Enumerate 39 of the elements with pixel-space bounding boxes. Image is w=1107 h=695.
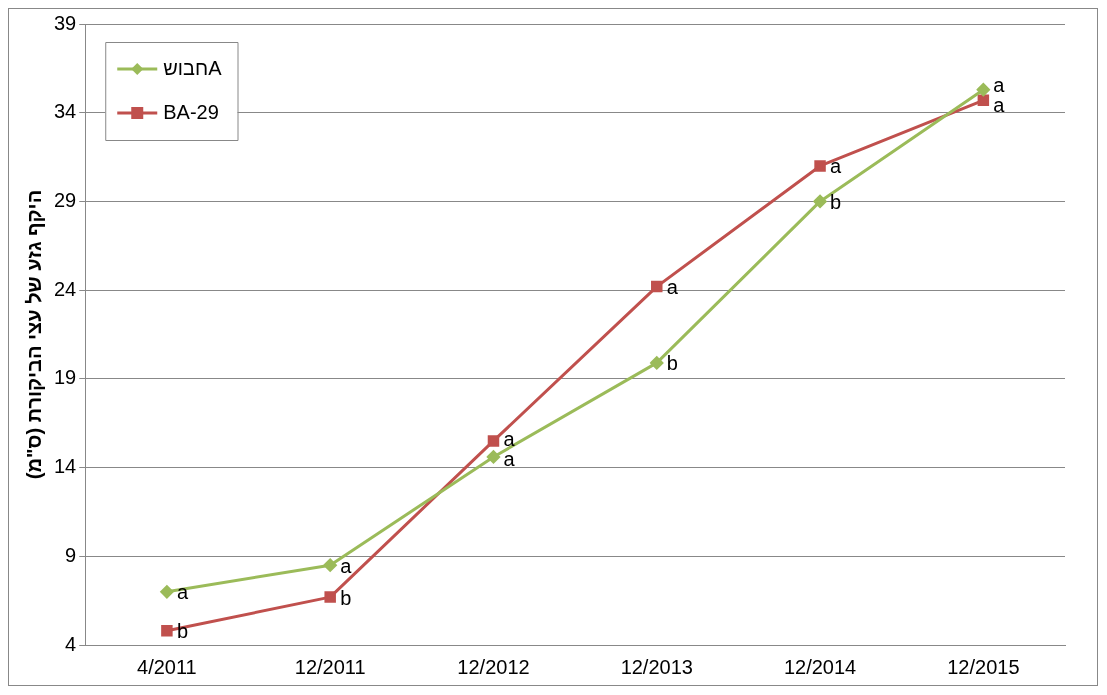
point bbox=[813, 194, 827, 208]
point bbox=[324, 591, 336, 603]
point bbox=[814, 160, 826, 172]
point bbox=[323, 558, 337, 572]
legend-label: BA-29 bbox=[163, 100, 219, 123]
x-tick-label: 4/2011 bbox=[137, 655, 197, 678]
data-label: a bbox=[666, 276, 679, 299]
y-tick-label: 39 bbox=[54, 11, 77, 34]
data-label: a bbox=[830, 155, 843, 178]
y-tick-label: 4 bbox=[65, 632, 77, 655]
point bbox=[976, 83, 990, 97]
y-tick-label: 24 bbox=[54, 277, 77, 300]
point bbox=[650, 356, 664, 370]
y-axis-title: היקף גזע של עצי הביקורת (ס"מ) bbox=[22, 189, 45, 480]
data-label: a bbox=[993, 74, 1006, 97]
data-label: b bbox=[340, 586, 352, 609]
point bbox=[651, 280, 663, 293]
point bbox=[486, 450, 500, 464]
point bbox=[977, 94, 990, 107]
data-label: a bbox=[503, 428, 516, 451]
point bbox=[487, 435, 500, 447]
x-tick-label: 12/2013 bbox=[620, 655, 693, 678]
y-tick-label: 14 bbox=[54, 455, 77, 478]
x-tick-label: 12/2012 bbox=[457, 655, 530, 678]
data-label: a bbox=[503, 448, 516, 471]
x-tick-label: 12/2011 bbox=[294, 655, 366, 678]
y-tick-label: 19 bbox=[54, 366, 77, 389]
point bbox=[161, 625, 173, 637]
data-label: a bbox=[993, 94, 1006, 117]
data-label: b bbox=[830, 190, 842, 213]
x-tick-label: 12/2015 bbox=[947, 655, 1020, 678]
data-label: a bbox=[340, 554, 353, 577]
point bbox=[160, 585, 174, 599]
y-tick-label: 9 bbox=[65, 543, 77, 566]
y-tick-label: 29 bbox=[54, 188, 77, 211]
x-tick-label: 12/2014 bbox=[783, 655, 857, 678]
legend-label: חבושA bbox=[163, 56, 223, 79]
data-label: b bbox=[666, 352, 678, 375]
y-tick-label: 34 bbox=[54, 100, 77, 123]
